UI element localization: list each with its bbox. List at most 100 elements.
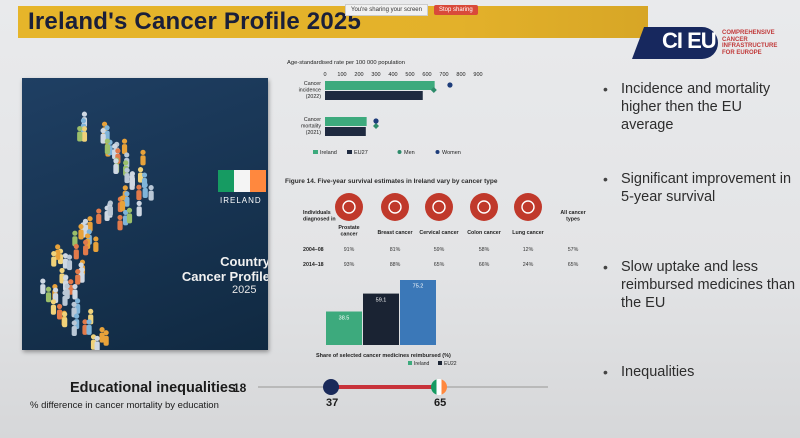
person-head-icon xyxy=(119,195,126,201)
survival-value: 65% xyxy=(434,262,445,268)
person-head-icon xyxy=(136,184,142,190)
row-header: diagnosed in xyxy=(303,217,336,223)
logo-mark: CI EU xyxy=(662,28,717,53)
person-body-icon xyxy=(129,176,135,187)
person-body-icon xyxy=(59,273,65,284)
category-label: Cancer xyxy=(304,117,321,123)
person-body-icon xyxy=(72,236,78,247)
category-label: incidence xyxy=(299,88,321,94)
person-head-icon xyxy=(93,236,99,242)
person-body-icon xyxy=(51,256,57,267)
bullet-dot-icon: • xyxy=(603,81,608,97)
x-tick-label: 800 xyxy=(456,72,465,78)
person-body-icon xyxy=(121,144,128,155)
person-head-icon xyxy=(126,207,133,213)
person-head-icon xyxy=(136,200,142,206)
person-head-icon xyxy=(40,278,46,284)
legend-swatch xyxy=(347,150,352,154)
person-head-icon xyxy=(104,125,110,131)
bullet-dot-icon: • xyxy=(603,171,608,187)
person-body-icon xyxy=(79,272,85,283)
person-head-icon xyxy=(101,121,108,127)
person-head-icon xyxy=(64,283,70,289)
person-body-icon xyxy=(119,201,126,212)
person-body-icon xyxy=(62,295,68,306)
person-head-icon xyxy=(129,171,135,177)
person-head-icon xyxy=(141,172,148,178)
x-tick-label: 900 xyxy=(473,72,482,78)
eu-marker-icon xyxy=(323,379,339,395)
cover-title: Country Cancer Profile xyxy=(170,254,268,284)
logo-line-1: COMPREHENSIVE xyxy=(722,30,775,36)
cancer-type-icon xyxy=(514,193,542,221)
category-label: (2022) xyxy=(306,94,322,100)
bar-eu27 xyxy=(325,127,366,136)
survival-value: 91% xyxy=(344,247,355,253)
legend-label: Women xyxy=(442,150,461,156)
legend-swatch xyxy=(397,150,402,154)
education-gap-bar xyxy=(332,385,438,389)
person-head-icon xyxy=(86,229,92,235)
person-body-icon xyxy=(140,155,146,166)
person-head-icon xyxy=(121,138,128,144)
person-head-icon xyxy=(51,251,57,257)
person-head-icon xyxy=(73,243,79,249)
eu-value: 37 xyxy=(326,397,339,409)
person-body-icon xyxy=(107,206,113,217)
cancer-type-icon xyxy=(381,193,409,221)
organ-glyph-icon xyxy=(432,200,446,214)
x-tick-label: 400 xyxy=(388,72,397,78)
page-title: Ireland's Cancer Profile 2025 xyxy=(28,8,361,35)
person-body-icon xyxy=(117,220,123,231)
person-body-icon xyxy=(104,144,110,155)
person-body-icon xyxy=(122,215,129,226)
person-head-icon xyxy=(62,311,68,317)
person-head-icon xyxy=(94,335,100,341)
person-head-icon xyxy=(124,167,130,173)
person-head-icon xyxy=(62,253,69,259)
person-head-icon xyxy=(83,239,89,245)
person-head-icon xyxy=(56,303,63,310)
bar-value-label: 75.2 xyxy=(413,284,424,290)
survival-value: 58% xyxy=(479,247,490,253)
category-label: (2021) xyxy=(306,130,322,136)
column-header: types xyxy=(566,217,580,223)
person-head-icon xyxy=(68,279,74,285)
legend-label: EU27 xyxy=(354,150,368,156)
column-header: Lung cancer xyxy=(512,230,544,236)
cancer-type-icon xyxy=(470,193,498,221)
person-head-icon xyxy=(122,185,128,191)
person-head-icon xyxy=(113,158,119,164)
column-header: cancer xyxy=(340,232,357,238)
incidence-mortality-chart: Age-standardised rate per 100 000 popula… xyxy=(287,60,483,156)
person-body-icon xyxy=(73,249,79,260)
men-marker xyxy=(430,87,437,93)
person-body-icon xyxy=(55,249,61,260)
person-body-icon xyxy=(56,309,63,320)
person-head-icon xyxy=(124,191,130,197)
person-head-icon xyxy=(115,148,121,154)
legend-swatch xyxy=(438,361,442,365)
legend-label: Ireland xyxy=(320,150,337,156)
ireland-value: 65 xyxy=(434,397,447,409)
person-head-icon xyxy=(87,216,93,222)
person-body-icon xyxy=(40,284,46,295)
person-head-icon xyxy=(142,182,148,188)
reimbursement-bar xyxy=(326,311,362,345)
person-body-icon xyxy=(72,289,78,300)
person-body-icon xyxy=(148,190,154,201)
person-head-icon xyxy=(63,275,69,281)
person-body-icon xyxy=(87,221,93,232)
person-head-icon xyxy=(100,128,106,134)
person-body-icon xyxy=(124,173,130,184)
organ-glyph-icon xyxy=(477,200,491,214)
stop-sharing-button[interactable]: Stop sharing xyxy=(433,4,478,15)
period-label: 2014–18 xyxy=(303,262,324,268)
cover-year: 2025 xyxy=(232,284,257,296)
x-tick-label: 700 xyxy=(439,72,448,78)
bar-eu27 xyxy=(325,91,423,100)
person-body-icon xyxy=(75,274,81,285)
column-header: Breast cancer xyxy=(377,230,412,236)
